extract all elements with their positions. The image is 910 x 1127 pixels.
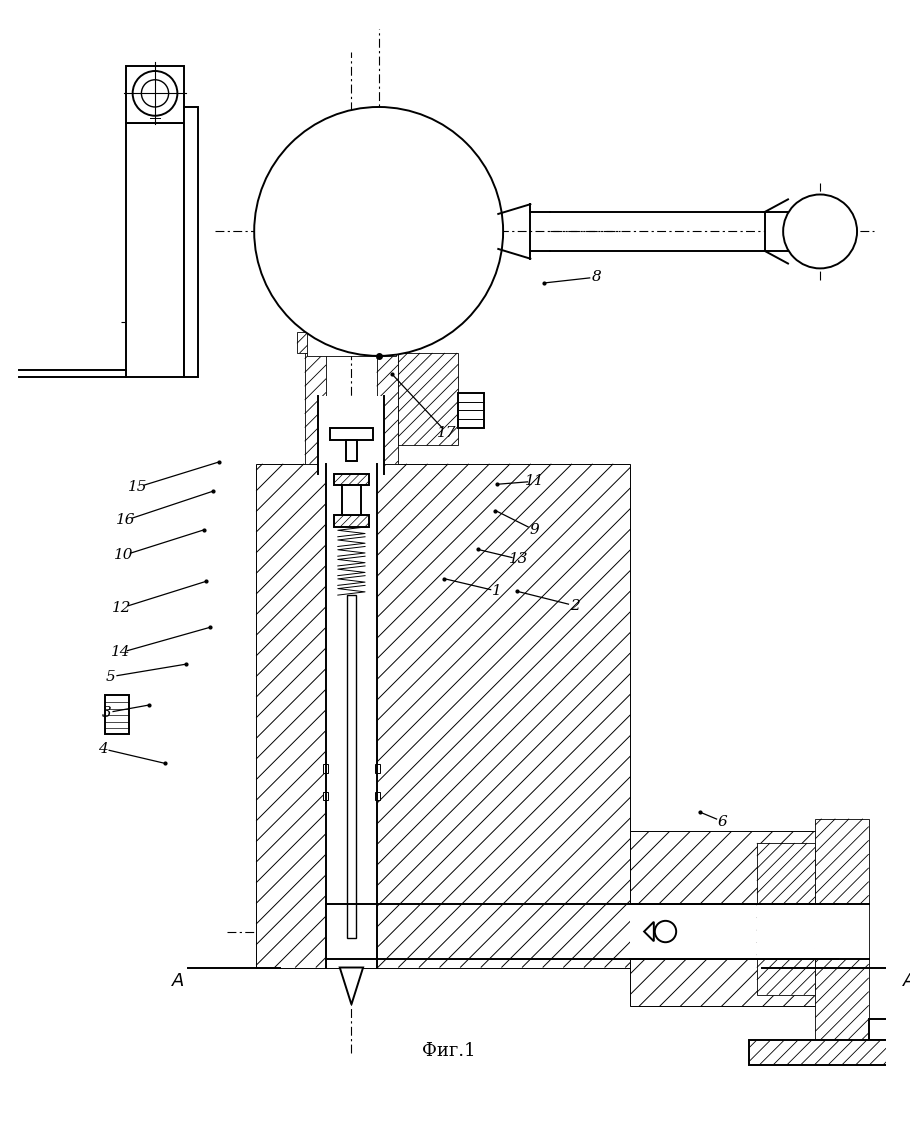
Bar bbox=[326, 464, 377, 967]
Circle shape bbox=[254, 107, 503, 356]
Text: 9: 9 bbox=[530, 523, 539, 536]
Bar bbox=[757, 843, 815, 995]
Text: 10: 10 bbox=[114, 548, 134, 562]
Text: 4: 4 bbox=[97, 742, 107, 756]
Text: 16: 16 bbox=[116, 513, 136, 527]
Text: 14: 14 bbox=[111, 646, 131, 659]
Bar bbox=[126, 66, 184, 123]
Text: Фиг.1: Фиг.1 bbox=[422, 1042, 476, 1061]
Text: 1: 1 bbox=[492, 584, 502, 598]
Bar bbox=[297, 331, 406, 353]
Bar bbox=[106, 695, 129, 734]
Bar bbox=[631, 832, 825, 1006]
Text: 3: 3 bbox=[102, 706, 111, 720]
Bar bbox=[815, 818, 869, 1040]
Bar bbox=[377, 353, 398, 464]
Bar bbox=[347, 595, 357, 939]
Bar bbox=[318, 396, 385, 473]
Bar bbox=[334, 473, 369, 486]
Bar bbox=[869, 1019, 896, 1040]
Bar bbox=[764, 212, 788, 251]
Bar bbox=[305, 353, 326, 464]
Text: 13: 13 bbox=[509, 552, 529, 566]
Bar bbox=[256, 464, 631, 967]
Bar bbox=[307, 331, 396, 356]
Circle shape bbox=[655, 921, 676, 942]
Bar bbox=[346, 440, 358, 461]
Bar bbox=[330, 428, 373, 440]
Text: 5: 5 bbox=[106, 669, 116, 684]
Circle shape bbox=[784, 195, 857, 268]
Circle shape bbox=[141, 80, 168, 107]
Bar bbox=[815, 904, 869, 959]
Bar bbox=[323, 764, 329, 773]
Bar bbox=[749, 1040, 896, 1065]
Polygon shape bbox=[339, 967, 363, 1004]
Bar bbox=[375, 764, 379, 773]
Bar bbox=[631, 904, 762, 959]
Bar bbox=[459, 393, 484, 428]
Text: 2: 2 bbox=[571, 598, 580, 613]
Text: 11: 11 bbox=[524, 474, 544, 488]
Circle shape bbox=[133, 71, 177, 116]
Bar bbox=[342, 486, 361, 515]
Bar bbox=[757, 904, 815, 959]
Text: 17: 17 bbox=[437, 426, 457, 440]
Bar bbox=[323, 791, 329, 800]
Text: 6: 6 bbox=[718, 815, 728, 828]
Text: А: А bbox=[172, 973, 185, 991]
Bar bbox=[398, 353, 459, 445]
Bar bbox=[334, 515, 369, 527]
Text: 15: 15 bbox=[127, 480, 147, 494]
Bar bbox=[334, 473, 369, 527]
Bar bbox=[375, 791, 379, 800]
Bar bbox=[126, 123, 184, 378]
Bar bbox=[184, 107, 197, 378]
Text: А: А bbox=[904, 973, 910, 991]
Polygon shape bbox=[644, 922, 653, 941]
Text: 8: 8 bbox=[592, 270, 602, 284]
Text: 12: 12 bbox=[112, 601, 132, 614]
